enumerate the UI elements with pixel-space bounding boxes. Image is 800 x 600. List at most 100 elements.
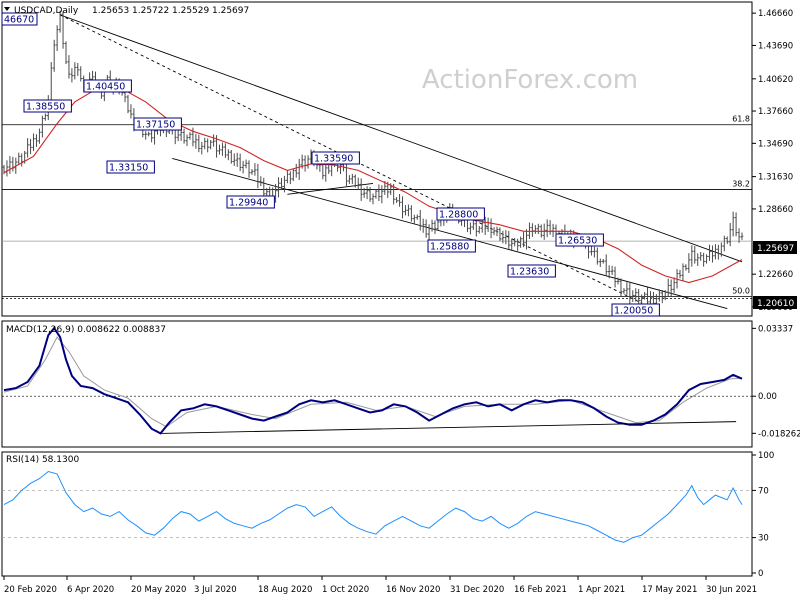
fib-level-label: 61.8 xyxy=(732,115,750,124)
price-bar xyxy=(625,282,629,295)
price-annotation: 1.28800 xyxy=(436,207,485,221)
time-tick-label: 18 Aug 2020 xyxy=(258,585,312,595)
price-bar xyxy=(209,139,212,150)
annotation-label: 1.40450 xyxy=(86,82,125,93)
current-price-label: 1.25697 xyxy=(757,244,794,254)
price-bar xyxy=(510,238,514,252)
price-bar xyxy=(607,265,611,279)
price-bar xyxy=(613,266,617,288)
price-tick-label: 1.31630 xyxy=(758,173,793,183)
annotation-box xyxy=(23,99,72,113)
time-tick-label: 1 Oct 2020 xyxy=(322,585,369,595)
price-bar xyxy=(232,153,236,166)
price-bar xyxy=(371,193,375,205)
fib-level-label: 38.2 xyxy=(732,179,750,188)
price-bar xyxy=(44,113,47,121)
price-tick-label: 1.43690 xyxy=(758,41,793,51)
price-bar xyxy=(250,169,254,175)
price-bar xyxy=(711,245,714,263)
price-bar xyxy=(362,187,366,198)
price-bar xyxy=(669,279,673,297)
price-bar xyxy=(537,223,540,235)
price-bar xyxy=(291,168,295,182)
price-bar xyxy=(55,25,59,51)
ohlc-close: 1.25697 xyxy=(212,6,249,16)
price-annotation: 1.29940 xyxy=(226,195,275,209)
price-bar xyxy=(663,290,667,301)
time-tick-label: 17 May 2021 xyxy=(642,585,697,595)
price-bar xyxy=(705,254,708,264)
annotation-box xyxy=(1,12,38,26)
price-bar xyxy=(725,236,729,244)
price-bar xyxy=(32,133,35,152)
price-bar xyxy=(70,68,74,83)
price-bar xyxy=(365,186,369,200)
price-bar xyxy=(660,289,664,304)
price-bar xyxy=(79,66,83,82)
price-tick-label: 1.37660 xyxy=(758,107,793,117)
time-tick-label: 16 Nov 2020 xyxy=(386,585,440,595)
price-bar xyxy=(477,226,481,234)
price-bar xyxy=(224,143,227,158)
price-bar xyxy=(427,224,431,241)
price-annotation: 46670 xyxy=(1,12,38,26)
trend-line xyxy=(59,14,743,263)
price-bar xyxy=(740,232,744,240)
annotation-box xyxy=(555,233,604,247)
dropdown-triangle-icon[interactable] xyxy=(4,7,10,11)
price-bar xyxy=(433,220,437,234)
macd-panel-frame xyxy=(1,320,753,448)
price-bar xyxy=(504,230,508,245)
price-bar xyxy=(696,253,700,266)
price-bar xyxy=(73,62,77,80)
price-bar xyxy=(144,131,147,140)
price-bar xyxy=(720,242,723,257)
price-tick-label: 1.40620 xyxy=(758,75,793,85)
rsi-tick-label: 0 xyxy=(758,569,763,579)
price-bar xyxy=(353,174,357,188)
price-bar xyxy=(348,175,351,184)
price-bar xyxy=(351,173,354,185)
price-bar xyxy=(29,138,32,155)
price-bar xyxy=(475,220,478,237)
price-bar xyxy=(596,247,599,265)
price-bar xyxy=(297,158,301,180)
price-bar xyxy=(294,163,298,178)
price-bar xyxy=(67,55,71,79)
price-bar xyxy=(430,219,434,232)
price-bar xyxy=(283,175,286,193)
price-bar xyxy=(545,219,549,238)
price-annotation: 1.26530 xyxy=(555,233,604,247)
price-bar xyxy=(368,186,372,202)
price-bar xyxy=(599,258,602,267)
price-bar xyxy=(699,252,702,261)
macd-indicator: 0.03337 0.00 -0.018262 xyxy=(2,324,800,439)
annotation-box xyxy=(507,264,556,278)
annotation-box xyxy=(436,207,485,221)
price-annotation: 1.23630 xyxy=(507,264,556,278)
price-bar xyxy=(200,141,204,155)
price-bar xyxy=(737,228,741,243)
price-bar xyxy=(525,229,528,250)
rsi-tick-label: 100 xyxy=(758,451,774,461)
price-bar xyxy=(519,236,522,248)
macd-title: MACD(12,26,9) 0.008622 0.008837 xyxy=(6,325,166,335)
time-tick-label: 3 Jul 2020 xyxy=(194,585,237,595)
watermark: ActionForex.com xyxy=(422,65,638,95)
price-bar xyxy=(424,219,428,238)
price-bar xyxy=(20,153,24,167)
price-bar xyxy=(404,205,407,216)
price-bar xyxy=(658,289,661,302)
price-bar xyxy=(383,180,387,195)
price-bar xyxy=(436,219,440,231)
price-bar xyxy=(483,216,487,235)
price-bar xyxy=(280,177,283,191)
trend-line xyxy=(172,158,728,309)
price-bar xyxy=(643,292,646,300)
price-bar xyxy=(259,176,263,186)
price-tick-label: 1.28660 xyxy=(758,205,793,215)
price-bar xyxy=(714,244,717,260)
current-price-tag xyxy=(753,241,797,254)
